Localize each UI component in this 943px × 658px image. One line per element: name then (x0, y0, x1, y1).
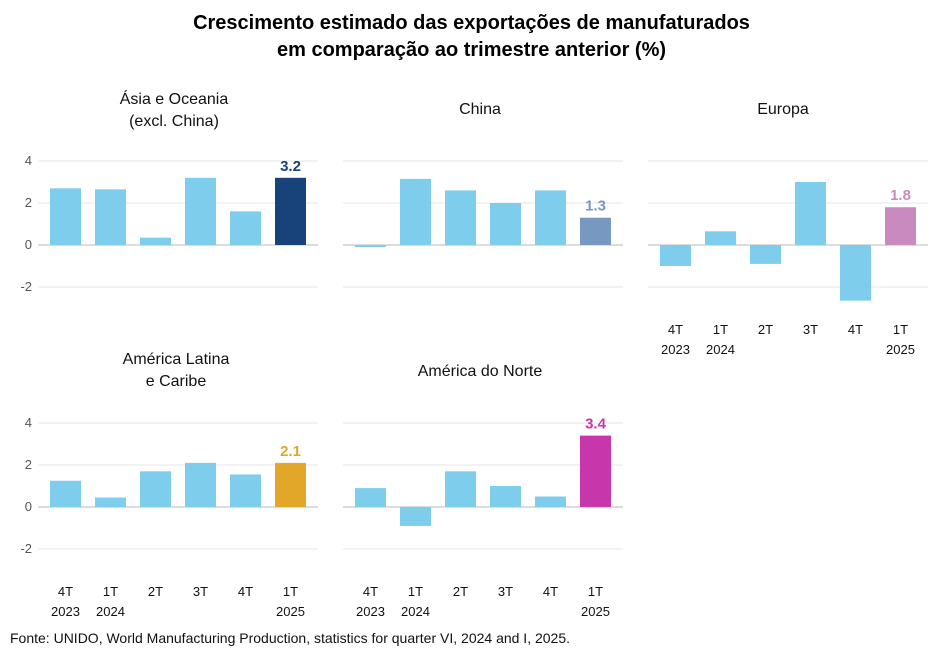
category-label: 2T (758, 322, 773, 337)
category-label: 1T (713, 322, 728, 337)
y-tick-label: 2 (25, 195, 32, 210)
category-label: 1T (893, 322, 908, 337)
chart-panel-5: América do Norte 4T 2023 1T 2024 2T 3T 4T 3.4 1T 2… (343, 363, 623, 619)
category-label: 4T (238, 584, 253, 599)
category-label: 2025 (581, 604, 610, 619)
panel-title-line: (excl. China) (129, 113, 219, 130)
category-label: 4T (848, 322, 863, 337)
bar (840, 245, 871, 301)
bar (795, 182, 826, 245)
bar (355, 488, 386, 507)
panel-title-line: Ásia e Oceania (120, 89, 229, 108)
y-tick-label: -2 (20, 541, 32, 556)
bar (185, 462, 216, 507)
data-label: 1.3 (585, 198, 606, 215)
category-label: 3T (803, 322, 818, 337)
bar-highlight (275, 177, 306, 245)
bar (50, 188, 81, 245)
bar (490, 203, 521, 245)
chart-panel-2: China 1.3 (343, 101, 623, 288)
chart-panel-4: América Latina e Caribe 4 2 0 -2 4T 2023 1T 2024 2… (20, 351, 318, 619)
data-label: 2.1 (280, 443, 301, 460)
category-label: 2T (148, 584, 163, 599)
chart-panel-3: Europa 4T 2023 1T 2024 2T 3T 4T 1.8 1T 2025 (648, 101, 928, 357)
y-tick-label: -2 (20, 279, 32, 294)
bar (185, 177, 216, 245)
category-label: 2023 (51, 604, 80, 619)
y-tick-label: 4 (25, 153, 32, 168)
bar-highlight (885, 207, 916, 245)
category-label: 1T (103, 584, 118, 599)
data-label: 3.4 (585, 416, 607, 433)
bar-highlight (580, 435, 611, 507)
category-label: 2025 (886, 342, 915, 357)
panel-title-line: América Latina (123, 351, 230, 368)
bar (355, 245, 386, 248)
panel-title-line: China (459, 101, 501, 118)
bar (95, 189, 126, 245)
bar-highlight (580, 217, 611, 245)
category-label: 1T (283, 584, 298, 599)
category-label: 1T (408, 584, 423, 599)
category-label: 2025 (276, 604, 305, 619)
panel-title-line: e Caribe (146, 373, 207, 390)
y-tick-label: 2 (25, 457, 32, 472)
y-tick-label: 4 (25, 415, 32, 430)
category-label: 3T (498, 584, 513, 599)
bar (400, 507, 431, 526)
category-label: 4T (668, 322, 683, 337)
bar (140, 471, 171, 507)
category-label: 4T (363, 584, 378, 599)
category-label: 2024 (706, 342, 735, 357)
category-label: 2024 (401, 604, 430, 619)
panel-title-line: América do Norte (418, 363, 543, 380)
category-label: 2023 (356, 604, 385, 619)
bar (445, 471, 476, 507)
category-label: 4T (58, 584, 73, 599)
category-label: 2024 (96, 604, 125, 619)
y-tick-label: 0 (25, 499, 32, 514)
bar (750, 245, 781, 264)
source-note: Fonte: UNIDO, World Manufacturing Produc… (10, 630, 571, 646)
y-tick-label: 0 (25, 237, 32, 252)
category-label: 2023 (661, 342, 690, 357)
bar-highlight (275, 462, 306, 507)
data-label: 3.2 (280, 158, 301, 175)
panel-title-line: Europa (757, 101, 809, 118)
bar (95, 497, 126, 507)
bar (400, 178, 431, 245)
chart-panel-1: Ásia e Oceania (excl. China) 4 2 0 -2 3.2 (20, 89, 318, 294)
chart-title-line-1: Crescimento estimado das exportações de … (193, 12, 750, 34)
bar (140, 237, 171, 245)
category-label: 1T (588, 584, 603, 599)
bar (660, 245, 691, 266)
category-label: 2T (453, 584, 468, 599)
category-label: 4T (543, 584, 558, 599)
bar (50, 480, 81, 507)
bar (535, 496, 566, 507)
category-label: 3T (193, 584, 208, 599)
bar (490, 486, 521, 507)
bar (535, 190, 566, 245)
bar (230, 211, 261, 245)
chart-title: Crescimento estimado das exportações de … (0, 10, 943, 64)
data-label: 1.8 (890, 187, 911, 204)
chart-title-line-2: em comparação ao trimestre anterior (%) (276, 39, 667, 61)
bar (445, 190, 476, 245)
bar (230, 474, 261, 507)
bar (705, 231, 736, 245)
